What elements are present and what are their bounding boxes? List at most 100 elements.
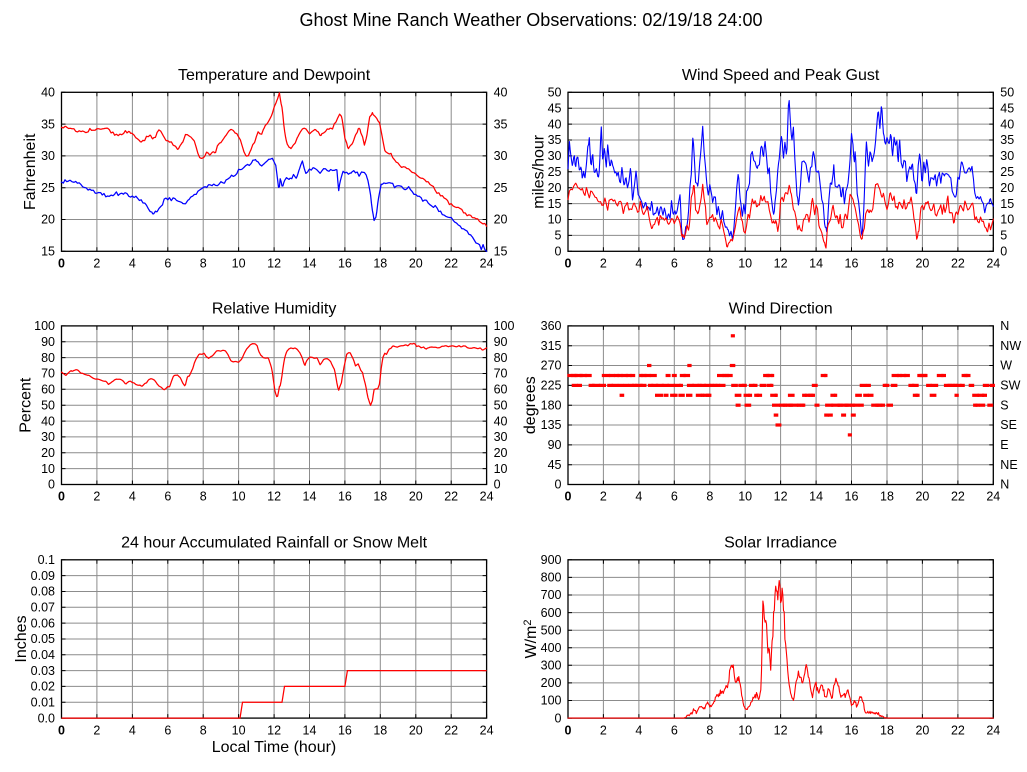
svg-text:100: 100	[494, 319, 515, 333]
svg-text:0: 0	[565, 257, 572, 271]
svg-text:20: 20	[409, 490, 423, 504]
svg-text:24: 24	[986, 490, 1000, 504]
svg-text:2: 2	[93, 490, 100, 504]
svg-text:2: 2	[600, 723, 607, 737]
svg-text:0.05: 0.05	[31, 632, 55, 646]
svg-text:20: 20	[1000, 181, 1014, 195]
svg-text:40: 40	[494, 414, 508, 428]
svg-text:8: 8	[706, 490, 713, 504]
svg-text:360: 360	[541, 319, 562, 333]
svg-text:40: 40	[1000, 117, 1014, 131]
svg-text:0: 0	[565, 490, 572, 504]
svg-text:4: 4	[129, 257, 136, 271]
svg-text:30: 30	[494, 430, 508, 444]
svg-text:45: 45	[1000, 101, 1014, 115]
svg-text:4: 4	[635, 490, 642, 504]
svg-text:30: 30	[494, 149, 508, 163]
svg-text:60: 60	[494, 383, 508, 397]
svg-text:14: 14	[303, 723, 317, 737]
svg-text:N: N	[1000, 478, 1009, 492]
svg-text:Inches: Inches	[13, 615, 30, 662]
svg-text:400: 400	[541, 641, 562, 655]
svg-text:12: 12	[774, 723, 788, 737]
svg-text:20: 20	[41, 213, 55, 227]
svg-text:0: 0	[58, 257, 65, 271]
svg-text:50: 50	[494, 398, 508, 412]
svg-text:12: 12	[267, 257, 281, 271]
svg-text:Ghost Mine Ranch Weather Obser: Ghost Mine Ranch Weather Observations: 0…	[300, 10, 763, 30]
svg-text:22: 22	[951, 490, 965, 504]
svg-text:0: 0	[555, 478, 562, 492]
svg-text:0.03: 0.03	[31, 664, 55, 678]
svg-text:6: 6	[671, 490, 678, 504]
svg-text:4: 4	[129, 723, 136, 737]
svg-text:12: 12	[267, 723, 281, 737]
svg-text:S: S	[1000, 398, 1008, 412]
svg-text:18: 18	[373, 723, 387, 737]
svg-text:SW: SW	[1000, 379, 1020, 393]
svg-text:6: 6	[164, 257, 171, 271]
svg-text:25: 25	[548, 165, 562, 179]
svg-text:14: 14	[809, 490, 823, 504]
svg-text:80: 80	[494, 351, 508, 365]
svg-text:100: 100	[34, 319, 55, 333]
svg-text:W/m2: W/m2	[522, 620, 540, 659]
svg-text:8: 8	[200, 257, 207, 271]
svg-text:10: 10	[41, 462, 55, 476]
svg-text:20: 20	[494, 213, 508, 227]
svg-text:10: 10	[1000, 213, 1014, 227]
svg-text:30: 30	[41, 149, 55, 163]
svg-text:24: 24	[480, 723, 494, 737]
svg-text:10: 10	[548, 213, 562, 227]
svg-text:35: 35	[41, 117, 55, 131]
svg-text:30: 30	[41, 430, 55, 444]
svg-text:45: 45	[548, 101, 562, 115]
svg-text:40: 40	[494, 86, 508, 100]
svg-text:25: 25	[1000, 165, 1014, 179]
svg-text:16: 16	[338, 723, 352, 737]
svg-text:25: 25	[41, 181, 55, 195]
svg-text:0.06: 0.06	[31, 616, 55, 630]
svg-text:900: 900	[541, 553, 562, 567]
svg-text:20: 20	[915, 257, 929, 271]
svg-text:6: 6	[164, 723, 171, 737]
svg-text:NE: NE	[1000, 458, 1017, 472]
svg-text:10: 10	[738, 490, 752, 504]
svg-text:18: 18	[880, 490, 894, 504]
svg-text:SE: SE	[1000, 418, 1017, 432]
svg-text:Percent: Percent	[18, 377, 35, 433]
svg-text:200: 200	[541, 676, 562, 690]
svg-text:90: 90	[41, 335, 55, 349]
svg-text:14: 14	[303, 490, 317, 504]
svg-text:60: 60	[41, 383, 55, 397]
svg-text:0.08: 0.08	[31, 585, 55, 599]
svg-text:35: 35	[1000, 133, 1014, 147]
svg-text:Wind Direction: Wind Direction	[729, 300, 833, 317]
svg-text:40: 40	[41, 86, 55, 100]
svg-text:4: 4	[129, 490, 136, 504]
svg-text:800: 800	[541, 571, 562, 585]
svg-text:0.02: 0.02	[31, 680, 55, 694]
svg-text:0.01: 0.01	[31, 696, 55, 710]
svg-text:20: 20	[494, 446, 508, 460]
svg-text:degrees: degrees	[522, 376, 539, 434]
svg-text:0: 0	[1000, 245, 1007, 259]
svg-text:miles/hour: miles/hour	[531, 134, 548, 208]
svg-text:N: N	[1000, 319, 1009, 333]
svg-text:6: 6	[671, 257, 678, 271]
svg-text:8: 8	[200, 490, 207, 504]
svg-text:6: 6	[164, 490, 171, 504]
svg-text:0.04: 0.04	[31, 648, 55, 662]
svg-text:18: 18	[373, 490, 387, 504]
svg-text:W: W	[1000, 359, 1012, 373]
svg-text:30: 30	[1000, 149, 1014, 163]
svg-text:0: 0	[48, 478, 55, 492]
svg-text:2: 2	[93, 257, 100, 271]
svg-text:500: 500	[541, 623, 562, 637]
svg-text:25: 25	[494, 181, 508, 195]
svg-text:4: 4	[635, 257, 642, 271]
svg-text:70: 70	[494, 367, 508, 381]
svg-text:40: 40	[548, 117, 562, 131]
svg-text:14: 14	[809, 257, 823, 271]
svg-text:12: 12	[267, 490, 281, 504]
